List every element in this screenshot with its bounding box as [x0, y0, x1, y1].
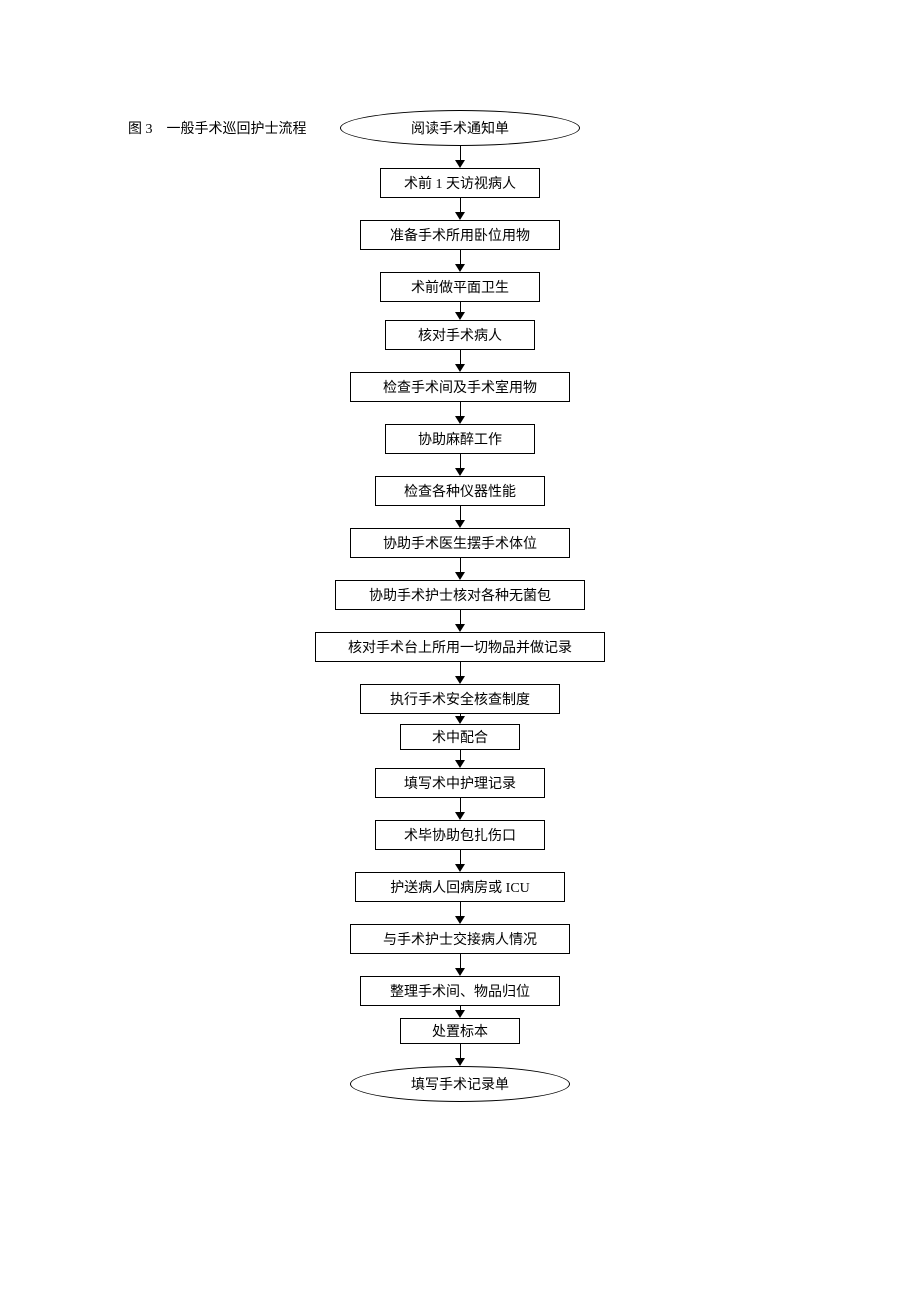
arrow-line	[460, 750, 461, 760]
arrow-head-icon	[455, 520, 465, 528]
flow-node-wrapper: 协助麻醉工作	[385, 424, 535, 476]
flow-node-wrapper: 检查手术间及手术室用物	[350, 372, 570, 424]
flow-arrow	[455, 610, 465, 632]
flow-node-wrapper: 检查各种仪器性能	[375, 476, 545, 528]
arrow-head-icon	[455, 212, 465, 220]
arrow-line	[460, 250, 461, 264]
flow-arrow	[455, 1006, 465, 1018]
flow-arrow	[455, 454, 465, 476]
flow-node-n11: 执行手术安全核查制度	[360, 684, 560, 714]
flow-node-wrapper: 术毕协助包扎伤口	[375, 820, 545, 872]
arrow-line	[460, 302, 461, 312]
arrow-line	[460, 558, 461, 572]
flow-node-n5: 检查手术间及手术室用物	[350, 372, 570, 402]
flow-node-wrapper: 执行手术安全核查制度	[360, 684, 560, 724]
arrow-head-icon	[455, 364, 465, 372]
flow-node-wrapper: 阅读手术通知单	[340, 110, 580, 168]
arrow-head-icon	[455, 716, 465, 724]
flow-arrow	[455, 714, 465, 724]
arrow-head-icon	[455, 864, 465, 872]
flow-arrow	[455, 850, 465, 872]
flow-node-n10: 核对手术台上所用一切物品并做记录	[315, 632, 605, 662]
flow-node-n6: 协助麻醉工作	[385, 424, 535, 454]
flow-node-wrapper: 术前做平面卫生	[380, 272, 540, 320]
arrow-line	[460, 506, 461, 520]
flow-node-n3: 术前做平面卫生	[380, 272, 540, 302]
arrow-line	[460, 902, 461, 916]
flow-node-n2: 准备手术所用卧位用物	[360, 220, 560, 250]
arrow-line	[460, 146, 461, 160]
flow-node-n17: 整理手术间、物品归位	[360, 976, 560, 1006]
arrow-line	[460, 662, 461, 676]
flow-arrow	[455, 954, 465, 976]
arrow-line	[460, 350, 461, 364]
flow-node-wrapper: 术前 1 天访视病人	[380, 168, 540, 220]
flow-node-n19: 填写手术记录单	[350, 1066, 570, 1102]
arrow-head-icon	[455, 624, 465, 632]
flow-arrow	[455, 750, 465, 768]
arrow-head-icon	[455, 916, 465, 924]
flow-arrow	[455, 250, 465, 272]
arrow-head-icon	[455, 572, 465, 580]
flow-node-n0: 阅读手术通知单	[340, 110, 580, 146]
arrow-line	[460, 454, 461, 468]
arrow-line	[460, 1044, 461, 1058]
arrow-head-icon	[455, 812, 465, 820]
arrow-head-icon	[455, 264, 465, 272]
flow-node-wrapper: 填写术中护理记录	[375, 768, 545, 820]
flow-node-n7: 检查各种仪器性能	[375, 476, 545, 506]
flow-node-wrapper: 处置标本	[400, 1018, 520, 1066]
arrow-head-icon	[455, 416, 465, 424]
arrow-line	[460, 850, 461, 864]
arrow-line	[460, 610, 461, 624]
flow-node-n14: 术毕协助包扎伤口	[375, 820, 545, 850]
flow-node-wrapper: 准备手术所用卧位用物	[360, 220, 560, 272]
flow-node-wrapper: 术中配合	[400, 724, 520, 768]
flow-node-n15: 护送病人回病房或 ICU	[355, 872, 565, 902]
flow-node-n1: 术前 1 天访视病人	[380, 168, 540, 198]
flow-arrow	[455, 506, 465, 528]
arrow-head-icon	[455, 760, 465, 768]
arrow-head-icon	[455, 968, 465, 976]
flow-arrow	[455, 402, 465, 424]
arrow-head-icon	[455, 1058, 465, 1066]
arrow-head-icon	[455, 160, 465, 168]
flow-arrow	[455, 798, 465, 820]
arrow-line	[460, 402, 461, 416]
flowchart: 阅读手术通知单术前 1 天访视病人准备手术所用卧位用物术前做平面卫生核对手术病人…	[0, 110, 920, 1102]
flow-arrow	[455, 302, 465, 320]
arrow-line	[460, 954, 461, 968]
flow-node-wrapper: 护送病人回病房或 ICU	[355, 872, 565, 924]
flow-node-n13: 填写术中护理记录	[375, 768, 545, 798]
flow-node-wrapper: 协助手术医生摆手术体位	[350, 528, 570, 580]
flow-node-n8: 协助手术医生摆手术体位	[350, 528, 570, 558]
figure-title: 图 3 一般手术巡回护士流程	[128, 118, 307, 138]
arrow-line	[460, 198, 461, 212]
flow-arrow	[455, 558, 465, 580]
arrow-head-icon	[455, 1010, 465, 1018]
flow-arrow	[455, 902, 465, 924]
flow-node-wrapper: 核对手术病人	[385, 320, 535, 372]
flow-node-wrapper: 填写手术记录单	[350, 1066, 570, 1102]
flow-node-n4: 核对手术病人	[385, 320, 535, 350]
diagram-container: 图 3 一般手术巡回护士流程 阅读手术通知单术前 1 天访视病人准备手术所用卧位…	[0, 0, 920, 1142]
flow-node-n16: 与手术护士交接病人情况	[350, 924, 570, 954]
flow-arrow	[455, 1044, 465, 1066]
flow-arrow	[455, 662, 465, 684]
flow-arrow	[455, 198, 465, 220]
arrow-head-icon	[455, 676, 465, 684]
flow-node-wrapper: 与手术护士交接病人情况	[350, 924, 570, 976]
flow-arrow	[455, 146, 465, 168]
flow-node-wrapper: 协助手术护士核对各种无菌包	[335, 580, 585, 632]
arrow-head-icon	[455, 312, 465, 320]
flow-node-n9: 协助手术护士核对各种无菌包	[335, 580, 585, 610]
flow-node-wrapper: 整理手术间、物品归位	[360, 976, 560, 1018]
arrow-head-icon	[455, 468, 465, 476]
flow-arrow	[455, 350, 465, 372]
flow-node-n18: 处置标本	[400, 1018, 520, 1044]
flow-node-n12: 术中配合	[400, 724, 520, 750]
flow-node-wrapper: 核对手术台上所用一切物品并做记录	[315, 632, 605, 684]
arrow-line	[460, 798, 461, 812]
